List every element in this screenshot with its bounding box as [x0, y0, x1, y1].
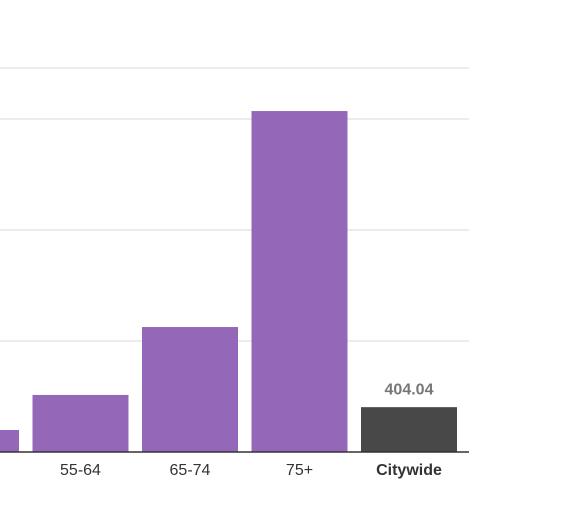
- bar: [0, 430, 19, 452]
- x-tick-label: 75+: [286, 462, 313, 479]
- x-tick-label: 55-64: [60, 462, 101, 479]
- value-label: 404.04: [385, 381, 434, 398]
- bar: [251, 111, 348, 452]
- bar: [142, 327, 238, 452]
- bar: [361, 407, 457, 452]
- x-tick-label: 65-74: [170, 462, 211, 479]
- x-tick-label: Citywide: [376, 462, 442, 479]
- bar: [32, 394, 129, 452]
